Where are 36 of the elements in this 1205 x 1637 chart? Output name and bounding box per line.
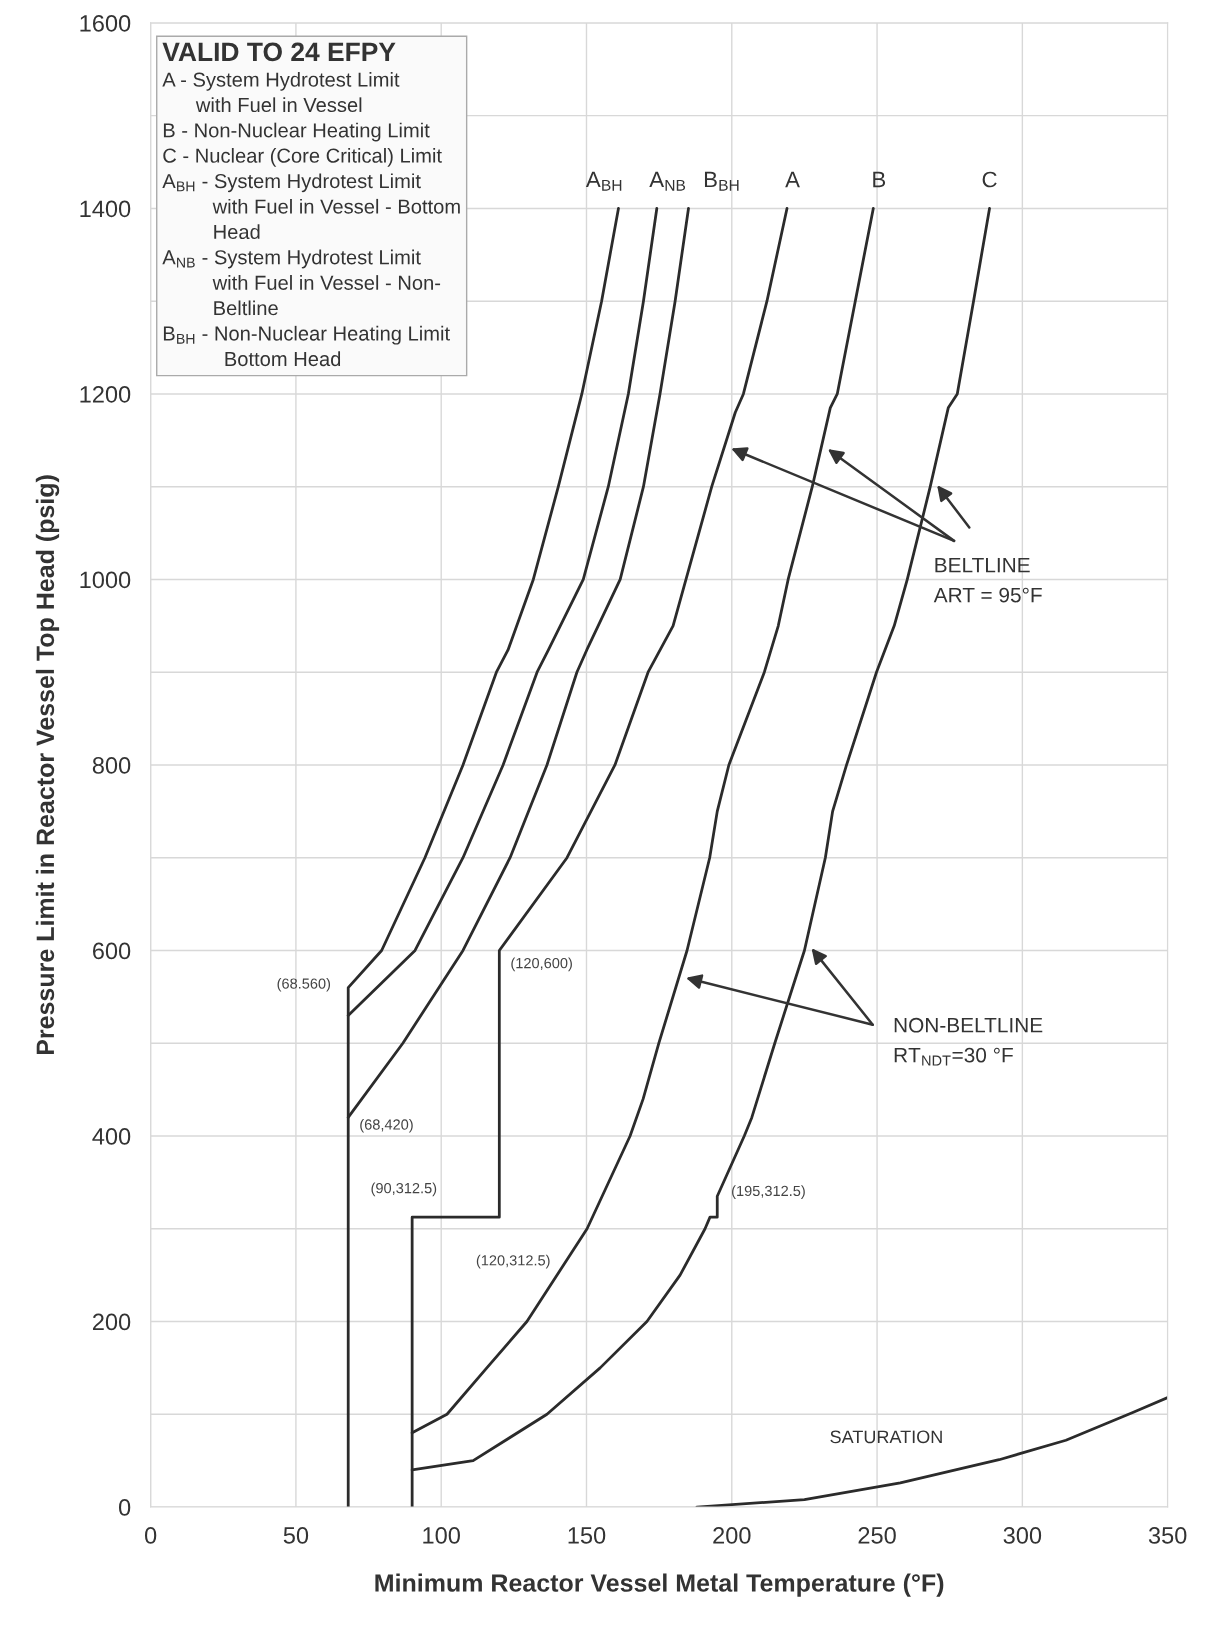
annotation: (90,312.5) (371, 1182, 437, 1197)
annotation: NON-BELTLINE RT$_{NDT}$=30 °F (894, 1017, 1043, 1066)
series-label: B$_{BH}$ (704, 171, 739, 191)
annotation: (120,312.5) (476, 1254, 550, 1269)
y-tick-label: 400 (92, 1128, 131, 1145)
series-label: A$_{BH}$ (585, 171, 622, 191)
series-label: B (873, 171, 886, 188)
series-label: A (785, 171, 800, 188)
x-tick-label: 0 (144, 1527, 157, 1544)
y-tick-label: 200 (92, 1313, 131, 1331)
x-axis-title: Minimum Reactor Vessel Metal Temperature (°F) (375, 1573, 944, 1597)
y-tick-label: 600 (92, 942, 131, 960)
x-tick-label: 300 (1003, 1527, 1042, 1544)
y-tick-label: 1000 (80, 571, 131, 589)
annotation: (68.560) (277, 978, 331, 992)
y-tick-label: 0 (118, 1499, 131, 1516)
series-label: A$_{NB}$ (649, 171, 686, 191)
text: A - System Hydrotest Limit with Fuel in Vessel B - Non-Nuclear Heating Limit C - Nuclear (Core Critical) Limit A$_{BH}$ - System Hydrotest Limit with Fuel in Vessel - Bottom Head A$_{NB}$ - System Hydrotest Limit with Fuel in Vessel - Non- Beltline B$_{BH}$ - Non-Nuclear Heating Limit Bottom Head (162, 71, 460, 367)
y-tick-label: 1600 (80, 14, 131, 32)
annotation: BELTLINE ART = 95°F (933, 557, 1042, 603)
annotation: (68,420) (360, 1118, 413, 1133)
series-label: C (982, 171, 997, 188)
x-tick-label: 50 (283, 1527, 309, 1544)
series-label: SATURATION (830, 1430, 942, 1444)
y-tick-label: 1200 (80, 386, 131, 403)
x-tick-label: 250 (858, 1527, 896, 1544)
annotation: (120,600) (511, 957, 572, 972)
annotation: (195,312.5) (732, 1185, 805, 1199)
x-tick-label: 100 (423, 1527, 460, 1544)
x-tick-label: 150 (568, 1527, 606, 1544)
x-tick-label: 350 (1148, 1527, 1187, 1544)
annotation: VALID TO 24 EFPY (162, 42, 396, 62)
y-tick-label: 1400 (80, 200, 131, 218)
y-axis-title: Pressure Limit in Reactor Vessel Top Head (psig) (35, 475, 60, 1055)
x-tick-label: 200 (713, 1527, 751, 1544)
y-tick-label: 800 (92, 757, 131, 774)
